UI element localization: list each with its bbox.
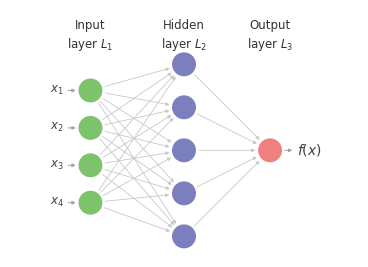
Circle shape [78, 78, 102, 103]
Text: $x_1$: $x_1$ [50, 84, 64, 97]
Text: $x_3$: $x_3$ [50, 159, 64, 172]
Circle shape [78, 153, 102, 177]
Text: Input
layer $L_1$: Input layer $L_1$ [67, 19, 114, 53]
Circle shape [172, 138, 196, 162]
Circle shape [172, 224, 196, 248]
Circle shape [78, 191, 102, 215]
Circle shape [172, 52, 196, 76]
Text: Output
layer $L_3$: Output layer $L_3$ [247, 19, 293, 53]
Text: $x_2$: $x_2$ [50, 121, 64, 135]
Text: Hidden
layer $L_2$: Hidden layer $L_2$ [161, 19, 207, 53]
Circle shape [172, 181, 196, 205]
Circle shape [78, 116, 102, 140]
Circle shape [172, 95, 196, 119]
Text: $f(x)$: $f(x)$ [297, 142, 322, 158]
Text: $x_4$: $x_4$ [50, 196, 64, 209]
Circle shape [258, 138, 282, 162]
